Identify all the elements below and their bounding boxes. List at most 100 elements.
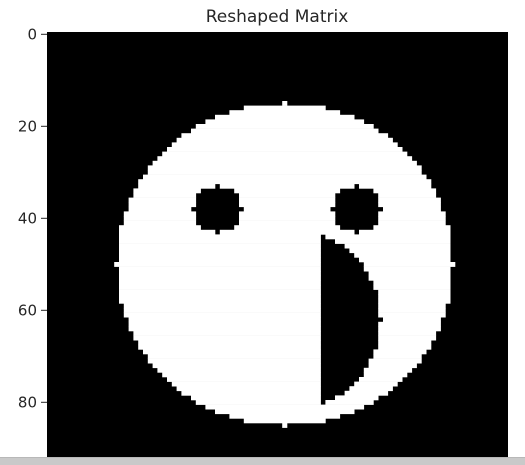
matrix-pixel-run [138, 340, 321, 346]
matrix-pixel-run [119, 239, 321, 244]
matrix-pixel-run [176, 386, 321, 392]
matrix-pixel-run [128, 197, 197, 203]
matrix-pixel-run [373, 349, 427, 355]
matrix-pixel-run [147, 170, 422, 175]
y-tick-label: 60 [18, 301, 37, 319]
matrix-pixel-run [171, 381, 321, 387]
matrix-pixel-run [349, 248, 451, 254]
matrix-pixel-run [378, 294, 451, 300]
matrix-pixel-run [335, 239, 451, 244]
matrix-pixel-run [368, 358, 422, 364]
matrix-pixel-run [123, 216, 197, 221]
chart-title: Reshaped Matrix [206, 7, 349, 27]
matrix-pixel-run [133, 335, 321, 341]
matrix-pixel-run [383, 206, 441, 212]
matrix-pixel-run [123, 303, 321, 309]
y-tick-label: 40 [18, 209, 37, 227]
y-tick-label: 0 [27, 25, 37, 43]
matrix-pixel-run [378, 298, 451, 304]
matrix-pixel-run [354, 381, 398, 387]
matrix-pixel-run [229, 413, 341, 419]
matrix-pixel-run [243, 206, 331, 212]
matrix-pixel-run [123, 211, 197, 217]
horizontal-scrollbar[interactable] [0, 457, 525, 465]
matrix-pixel-run [167, 147, 403, 152]
matrix-pixel-run [373, 354, 422, 359]
matrix-image [47, 32, 508, 460]
matrix-pixel-run [123, 308, 321, 313]
matrix-pixel-run [152, 160, 417, 166]
matrix-pixel-run [133, 188, 201, 194]
matrix-pixel-run [359, 229, 451, 235]
matrix-pixel-run [119, 275, 321, 281]
matrix-pixel-run [143, 349, 321, 355]
matrix-pixel-run [133, 193, 197, 198]
matrix-pixel-run [363, 367, 413, 373]
matrix-pixel-run [162, 372, 321, 378]
matrix-pixel-run [325, 400, 374, 405]
matrix-pixel-run [119, 289, 321, 295]
matrix-pixel-run [195, 124, 374, 129]
matrix-pixel-run [383, 317, 441, 323]
matrix-pixel-run [359, 377, 403, 382]
matrix-pixel-run [239, 197, 336, 203]
matrix-pixel-run [128, 317, 321, 323]
matrix-pixel-run [349, 386, 393, 392]
matrix-pixel-run [239, 216, 336, 221]
matrix-pixel-run [176, 137, 393, 143]
matrix-pixel-run [378, 340, 432, 346]
matrix-pixel-run [378, 335, 437, 341]
matrix-pixel-run [119, 285, 321, 290]
matrix-pixel-run [119, 266, 321, 272]
matrix-pixel-run [378, 312, 446, 318]
matrix-pixel-run [373, 188, 437, 194]
y-tick-label: 80 [18, 393, 37, 411]
matrix-pixel-run [123, 312, 321, 318]
matrix-pixel-run [205, 404, 365, 410]
matrix-pixel-run [239, 193, 336, 198]
matrix-pixel-run [344, 243, 451, 249]
matrix-pixel-run [378, 197, 441, 203]
matrix-pixel-run [368, 275, 451, 281]
matrix-pixel-run [147, 358, 321, 364]
matrix-pixel-run [243, 418, 326, 424]
matrix-pixel-run [195, 400, 321, 405]
matrix-pixel-run [119, 243, 321, 249]
matrix-pixel-run [378, 289, 451, 295]
matrix-pixel-run [119, 280, 321, 286]
matrix-pixel-run [138, 183, 216, 189]
matrix-pixel-run [378, 193, 437, 198]
matrix-pixel-run [128, 326, 321, 332]
matrix-pixel-run [378, 321, 441, 327]
matrix-pixel-run [363, 266, 451, 272]
matrix-pixel-run [359, 257, 451, 263]
matrix-pixel-run [119, 252, 321, 258]
matrix-pixel-run [119, 225, 201, 231]
matrix-pixel-run [119, 257, 321, 263]
matrix-pixel-run [373, 280, 451, 286]
matrix-pixel-run [162, 151, 408, 157]
matrix-pixel-run [181, 390, 321, 396]
matrix-pixel-run [219, 229, 355, 235]
matrix-pixel-run [128, 202, 197, 208]
matrix-pixel-run [282, 423, 288, 428]
matrix-pixel-run [171, 142, 398, 148]
matrix-pixel-run [368, 271, 451, 277]
matrix-pixel-run [363, 262, 456, 267]
matrix-pixel-run [138, 179, 432, 185]
matrix-pixel-run [191, 395, 321, 401]
matrix-pixel-run [119, 248, 321, 254]
matrix-pixel-run [239, 211, 336, 217]
matrix-pixel-run [378, 344, 432, 350]
matrix-pixel-run [119, 271, 321, 277]
matrix-pixel-run [128, 321, 321, 327]
matrix-pixel-run [373, 225, 451, 231]
matrix-pixel-run [335, 395, 379, 401]
matrix-pixel-run [219, 183, 355, 189]
matrix-pixel-run [344, 390, 389, 396]
matrix-pixel-run [378, 308, 446, 313]
matrix-pixel-run [378, 331, 437, 336]
matrix-pixel-run [239, 202, 336, 208]
matrix-cells [114, 101, 456, 428]
